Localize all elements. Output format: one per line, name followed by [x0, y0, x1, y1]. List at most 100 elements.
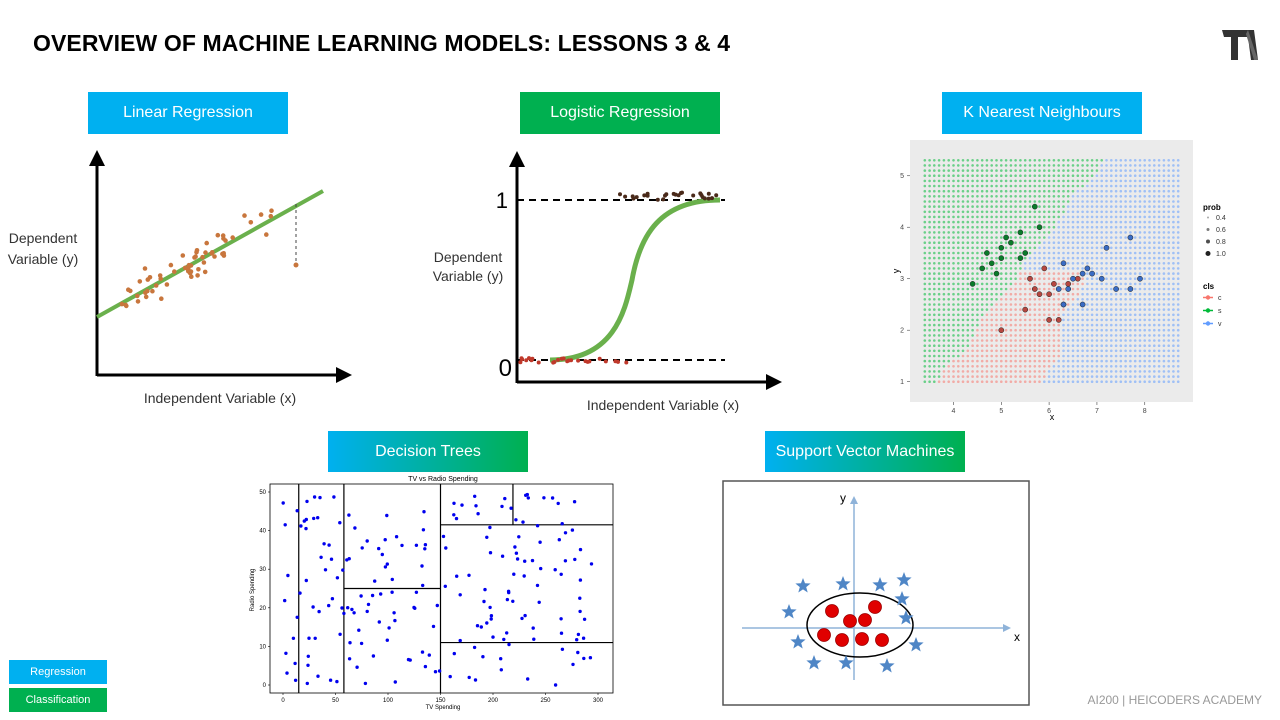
- knn-training-point: [1060, 260, 1067, 267]
- tree-data-point: [503, 496, 507, 501]
- knn-training-point: [998, 244, 1005, 251]
- svm-class-star: [898, 610, 914, 625]
- linear-data-point: [221, 236, 226, 241]
- logistic-point-one: [702, 196, 707, 201]
- knn-y-tick: 3: [900, 276, 904, 283]
- tree-data-point: [355, 665, 359, 669]
- linear-data-point: [153, 283, 159, 288]
- tree-data-point: [420, 650, 425, 654]
- linear-data-point: [264, 232, 269, 237]
- logistic-point-zero: [524, 358, 529, 363]
- linear-data-point: [158, 276, 163, 281]
- tree-data-point: [323, 568, 328, 572]
- tree-data-point: [379, 592, 383, 596]
- tree-data-point: [499, 657, 503, 661]
- linear-data-point: [147, 275, 153, 280]
- logistic-point-one: [691, 193, 696, 198]
- knn-training-point: [1017, 229, 1024, 236]
- tree-data-point: [311, 605, 315, 609]
- tree-data-point: [489, 614, 494, 618]
- linear-xlabel: Independent Variable (x): [144, 390, 296, 406]
- tree-data-point: [390, 590, 394, 594]
- knn-training-point: [1017, 255, 1024, 261]
- tree-data-points: [281, 492, 594, 687]
- svm-class-star: [894, 591, 910, 606]
- linear-data-point: [196, 267, 201, 272]
- tree-data-point: [305, 681, 309, 686]
- tree-x-tick: 300: [593, 698, 604, 704]
- linear-data-point: [269, 208, 274, 213]
- tree-data-point: [488, 551, 493, 555]
- knn-x-tick: 6: [1047, 408, 1051, 415]
- tree-data-point: [560, 647, 565, 651]
- logistic-point-one: [699, 193, 704, 197]
- tree-data-point: [538, 540, 542, 544]
- tree-data-point: [557, 538, 561, 542]
- linear-data-point: [150, 288, 155, 294]
- tree-data-point: [433, 670, 438, 674]
- tree-data-point: [454, 516, 459, 521]
- knn-training-point: [969, 281, 976, 287]
- tree-data-point: [475, 624, 480, 628]
- logistic-point-zero: [597, 356, 602, 361]
- linear-data-point: [194, 248, 200, 253]
- logistic-point-one: [680, 190, 684, 195]
- tree-data-point: [283, 598, 287, 603]
- tree-data-point: [507, 642, 511, 647]
- tree-data-point: [393, 618, 397, 623]
- tree-x-tick: 100: [383, 698, 394, 704]
- linear-data-point: [248, 220, 254, 225]
- footer-text: AI200 | HEICODERS ACADEMY: [1087, 693, 1262, 707]
- knn-training-point: [1127, 286, 1134, 292]
- svm-xlabel: x: [1014, 630, 1020, 644]
- tree-data-point: [563, 531, 568, 535]
- tree-data-point: [502, 637, 506, 642]
- tree-data-point: [578, 596, 582, 600]
- tree-data-point: [535, 524, 540, 528]
- tree-data-point: [390, 577, 394, 582]
- tree-data-point: [291, 636, 296, 640]
- linear-data-point: [135, 293, 140, 299]
- tree-data-point: [448, 674, 452, 679]
- logistic-point-one: [706, 191, 711, 196]
- knn-training-point: [1060, 301, 1067, 308]
- tree-data-point: [318, 495, 322, 500]
- legend-prob-entry: 1.0: [1216, 251, 1226, 258]
- tree-data-point: [560, 522, 564, 526]
- tree-data-point: [304, 578, 308, 583]
- tree-data-point: [295, 509, 299, 513]
- knn-training-point: [1065, 281, 1072, 287]
- legend-prob-entry: 0.4: [1216, 215, 1226, 222]
- linear-data-point: [220, 251, 225, 257]
- svm-class-circle: [858, 613, 872, 627]
- linear-data-point: [128, 288, 133, 294]
- linear-data-point: [168, 262, 174, 268]
- tree-data-point: [500, 554, 505, 558]
- linear-data-point: [172, 269, 177, 274]
- tree-data-point: [505, 597, 510, 602]
- knn-ylabel: y: [891, 268, 901, 273]
- knn-training-point: [1055, 286, 1062, 292]
- knn-training-point: [1022, 250, 1029, 256]
- tree-data-point: [377, 620, 381, 624]
- logistic-point-one: [706, 196, 711, 201]
- tree-data-point: [513, 545, 517, 549]
- tree-data-point: [581, 636, 586, 640]
- tree-data-point: [506, 589, 511, 593]
- linear-data-point: [189, 274, 194, 279]
- tree-data-point: [383, 565, 388, 569]
- tree-data-point: [489, 617, 493, 621]
- knn-x-tick: 5: [999, 408, 1003, 415]
- decision-tree-partition-plot: TV vs Radio Spending 0 50 100 150 200 250 300 …: [250, 476, 614, 711]
- knn-training-point: [993, 270, 1000, 277]
- knn-y-tick: 4: [900, 225, 904, 232]
- tree-data-point: [352, 611, 356, 615]
- knn-x-tick: 8: [1143, 408, 1147, 415]
- tree-x-tick: 50: [332, 698, 339, 704]
- tree-data-point: [452, 501, 456, 505]
- logistic-point-one: [673, 192, 678, 197]
- svm-class-star: [896, 572, 912, 587]
- knn-training-point: [1046, 291, 1052, 298]
- tree-data-point: [385, 562, 389, 566]
- linear-data-point: [180, 253, 186, 258]
